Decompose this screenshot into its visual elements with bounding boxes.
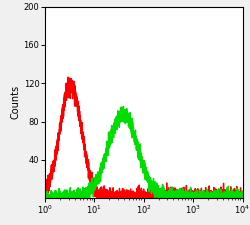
Y-axis label: Counts: Counts	[11, 85, 21, 119]
